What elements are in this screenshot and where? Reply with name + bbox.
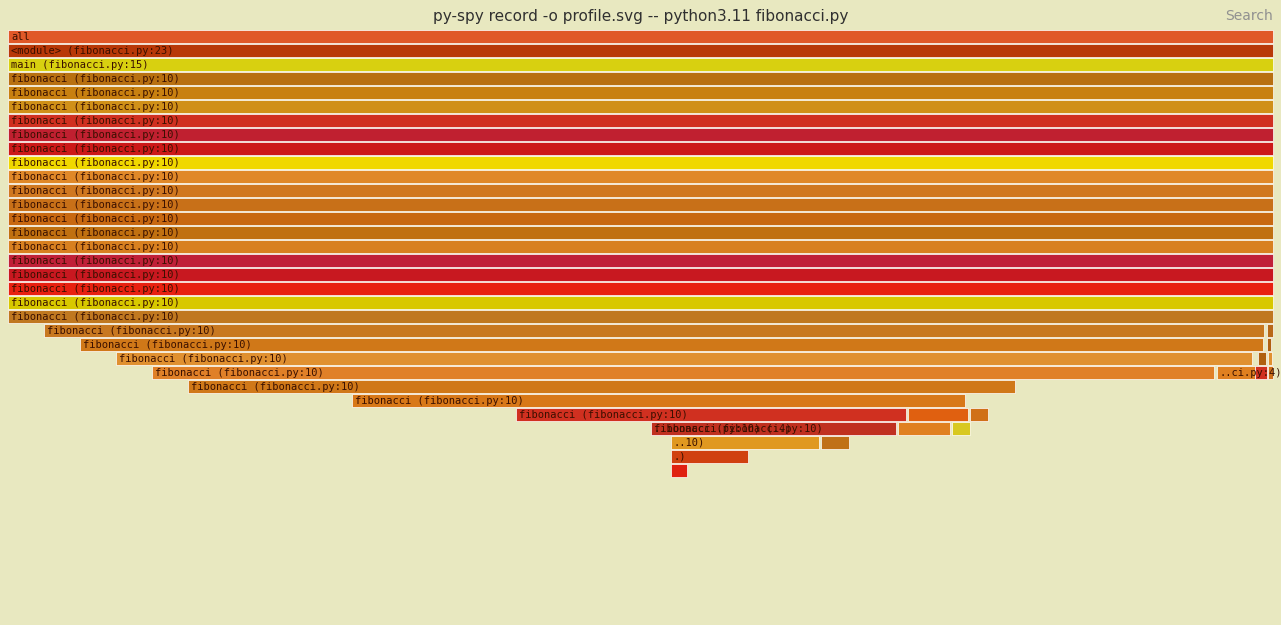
- Text: fibonacci (fibonacci.py:10): fibonacci (fibonacci.py:10): [12, 129, 179, 139]
- Text: fibonacci (fibonacci.py:10): fibonacci (fibonacci.py:10): [12, 88, 179, 98]
- FancyBboxPatch shape: [8, 212, 1273, 225]
- FancyBboxPatch shape: [1268, 366, 1273, 379]
- FancyBboxPatch shape: [44, 324, 1264, 337]
- Text: fibonacci (fibonacci.py:10): fibonacci (fibonacci.py:10): [47, 326, 215, 336]
- FancyBboxPatch shape: [8, 170, 1273, 183]
- Text: fibonacci (fibonacci.py:10): fibonacci (fibonacci.py:10): [12, 74, 179, 84]
- Text: fibonacci (fibonacci.py:10): fibonacci (fibonacci.py:10): [12, 214, 179, 224]
- FancyBboxPatch shape: [8, 296, 1273, 309]
- FancyBboxPatch shape: [8, 282, 1273, 295]
- FancyBboxPatch shape: [821, 436, 849, 449]
- Text: py-spy record -o profile.svg -- python3.11 fibonacci.py: py-spy record -o profile.svg -- python3.…: [433, 9, 848, 24]
- Text: fibonacci (fibonacci.py:10): fibonacci (fibonacci.py:10): [519, 409, 688, 419]
- FancyBboxPatch shape: [651, 422, 895, 435]
- Text: fibonacci (fibonacci.py:10): fibonacci (fibonacci.py:10): [12, 298, 179, 308]
- FancyBboxPatch shape: [8, 142, 1273, 155]
- FancyBboxPatch shape: [8, 184, 1273, 197]
- FancyBboxPatch shape: [8, 128, 1273, 141]
- FancyBboxPatch shape: [8, 30, 1273, 43]
- FancyBboxPatch shape: [8, 100, 1273, 113]
- Text: fibonacci (fibonacci.py:10): fibonacci (fibonacci.py:10): [355, 396, 524, 406]
- FancyBboxPatch shape: [8, 44, 1273, 57]
- FancyBboxPatch shape: [908, 408, 968, 421]
- Text: fibonacci (fibonacci.py:10): fibonacci (fibonacci.py:10): [12, 116, 179, 126]
- FancyBboxPatch shape: [8, 114, 1273, 127]
- Text: fibonacci (fibonacci.py:10): fibonacci (fibonacci.py:10): [12, 171, 179, 181]
- FancyBboxPatch shape: [1268, 352, 1272, 365]
- Text: fibonacci (fibonacci.py:10): fibonacci (fibonacci.py:10): [12, 144, 179, 154]
- FancyBboxPatch shape: [671, 464, 687, 477]
- FancyBboxPatch shape: [352, 394, 965, 407]
- FancyBboxPatch shape: [1267, 324, 1273, 337]
- FancyBboxPatch shape: [117, 352, 1252, 365]
- Text: fibonacci (fibonacci.py:10): fibonacci (fibonacci.py:10): [12, 256, 179, 266]
- FancyBboxPatch shape: [8, 310, 1273, 323]
- Text: fibonacci (fibonacci.py:10): fibonacci (fibonacci.py:10): [12, 269, 179, 279]
- FancyBboxPatch shape: [651, 422, 895, 435]
- Text: fibonacci (fibonacci.py:10): fibonacci (fibonacci.py:10): [12, 186, 179, 196]
- FancyBboxPatch shape: [79, 338, 1263, 351]
- FancyBboxPatch shape: [8, 198, 1273, 211]
- FancyBboxPatch shape: [8, 58, 1273, 71]
- Text: ..ibonacci.py:10) (.4): ..ibonacci.py:10) (.4): [655, 424, 792, 434]
- Text: fibonacci (fibonacci.py:10): fibonacci (fibonacci.py:10): [119, 354, 288, 364]
- FancyBboxPatch shape: [8, 268, 1273, 281]
- FancyBboxPatch shape: [1267, 338, 1271, 351]
- Text: all: all: [12, 31, 29, 41]
- FancyBboxPatch shape: [8, 86, 1273, 99]
- FancyBboxPatch shape: [970, 408, 988, 421]
- FancyBboxPatch shape: [8, 156, 1273, 169]
- Text: fibonacci (fibonacci.py:10): fibonacci (fibonacci.py:10): [12, 228, 179, 238]
- Text: fibonacci (fibonacci.py:10): fibonacci (fibonacci.py:10): [83, 339, 252, 349]
- Text: fibonacci (fibonacci.py:10): fibonacci (fibonacci.py:10): [191, 381, 360, 391]
- Text: <module> (fibonacci.py:23): <module> (fibonacci.py:23): [12, 46, 173, 56]
- Text: fibonacci (fibonacci.py:10): fibonacci (fibonacci.py:10): [12, 284, 179, 294]
- FancyBboxPatch shape: [152, 366, 1214, 379]
- Text: fibonacci (fibonacci.py:10): fibonacci (fibonacci.py:10): [12, 158, 179, 168]
- FancyBboxPatch shape: [8, 72, 1273, 85]
- Text: ..10): ..10): [674, 438, 706, 448]
- Text: fibonacci (fibonacci.py:10): fibonacci (fibonacci.py:10): [12, 311, 179, 321]
- FancyBboxPatch shape: [952, 422, 970, 435]
- FancyBboxPatch shape: [671, 450, 748, 463]
- Text: fibonacci (fibonacci.py:10): fibonacci (fibonacci.py:10): [12, 101, 179, 111]
- FancyBboxPatch shape: [8, 254, 1273, 267]
- Text: fibonacci (fibonacci.py:10): fibonacci (fibonacci.py:10): [12, 241, 179, 251]
- FancyBboxPatch shape: [1255, 366, 1267, 379]
- Text: ..ci.py:4): ..ci.py:4): [1220, 368, 1281, 378]
- Text: fibonacci (fibonacci.py:10): fibonacci (fibonacci.py:10): [155, 368, 324, 378]
- FancyBboxPatch shape: [1217, 366, 1255, 379]
- Text: main (fibonacci.py:15): main (fibonacci.py:15): [12, 59, 149, 69]
- Text: fibonacci (fibonacci.py:10): fibonacci (fibonacci.py:10): [12, 199, 179, 209]
- Text: Search: Search: [1225, 9, 1273, 23]
- FancyBboxPatch shape: [898, 422, 951, 435]
- Text: .): .): [674, 451, 687, 461]
- FancyBboxPatch shape: [516, 408, 906, 421]
- FancyBboxPatch shape: [1258, 352, 1266, 365]
- FancyBboxPatch shape: [188, 380, 1015, 393]
- FancyBboxPatch shape: [8, 240, 1273, 253]
- FancyBboxPatch shape: [671, 436, 819, 449]
- Text: fibonacci (fibonacci.py:10): fibonacci (fibonacci.py:10): [655, 424, 822, 434]
- FancyBboxPatch shape: [8, 226, 1273, 239]
